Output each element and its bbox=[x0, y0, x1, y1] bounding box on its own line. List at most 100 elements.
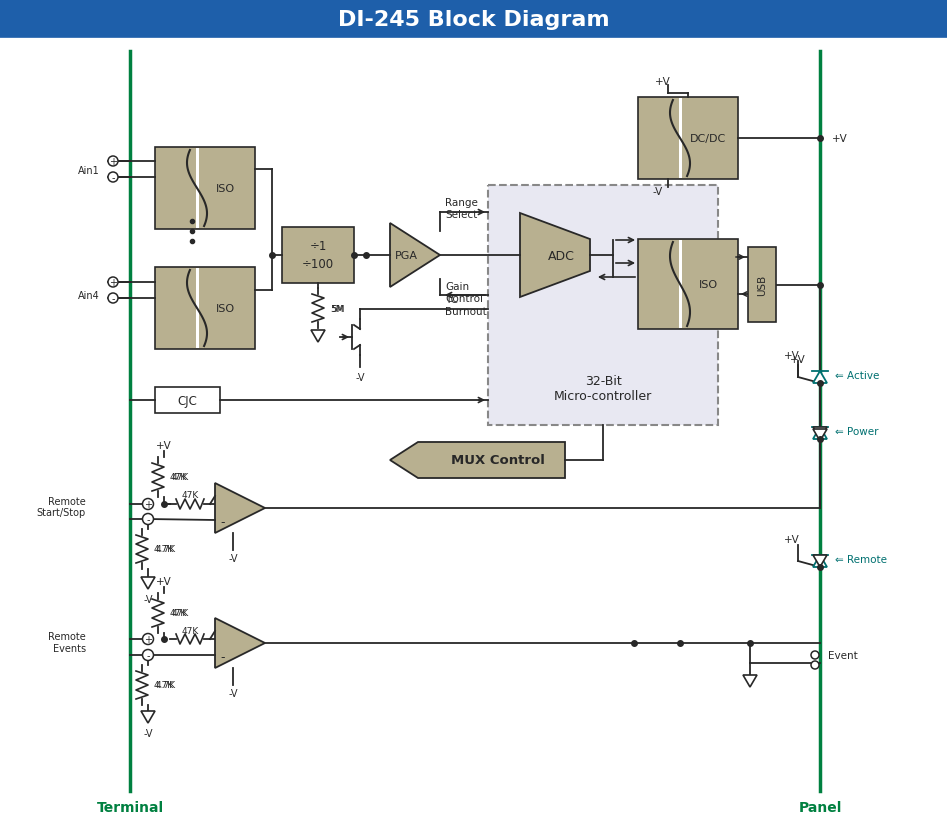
Text: +V: +V bbox=[156, 441, 171, 451]
Text: +V: +V bbox=[784, 350, 800, 360]
Text: -: - bbox=[146, 514, 150, 524]
Text: Ain1: Ain1 bbox=[79, 166, 100, 176]
Text: Ain4: Ain4 bbox=[79, 291, 100, 301]
Circle shape bbox=[811, 661, 819, 669]
Polygon shape bbox=[813, 430, 827, 441]
Text: DC/DC: DC/DC bbox=[689, 134, 726, 144]
Text: TC: TC bbox=[445, 294, 458, 304]
Text: -: - bbox=[221, 516, 225, 529]
Text: Micro-controller: Micro-controller bbox=[554, 389, 652, 402]
Text: -V: -V bbox=[228, 553, 238, 563]
Text: +: + bbox=[109, 157, 117, 167]
Text: 4.7K: 4.7K bbox=[156, 681, 176, 690]
Polygon shape bbox=[743, 675, 757, 687]
Text: ISO: ISO bbox=[215, 184, 235, 194]
Text: ⇐ Power: ⇐ Power bbox=[835, 426, 879, 436]
Text: -V: -V bbox=[228, 688, 238, 698]
FancyBboxPatch shape bbox=[196, 268, 199, 349]
Text: -V: -V bbox=[143, 594, 152, 604]
Circle shape bbox=[108, 157, 118, 167]
Bar bbox=[488, 186, 718, 426]
Polygon shape bbox=[520, 214, 590, 298]
FancyBboxPatch shape bbox=[679, 241, 682, 329]
Text: 47K: 47K bbox=[182, 491, 199, 500]
Text: Select: Select bbox=[445, 210, 477, 220]
Text: DI-245 Block Diagram: DI-245 Block Diagram bbox=[338, 10, 609, 30]
Text: Terminal: Terminal bbox=[97, 800, 164, 814]
Text: 5M: 5M bbox=[330, 304, 344, 314]
Text: -V: -V bbox=[652, 186, 663, 196]
Text: -: - bbox=[221, 650, 225, 664]
Text: USB: USB bbox=[757, 274, 767, 296]
Text: ÷100: ÷100 bbox=[302, 257, 334, 270]
Text: -: - bbox=[111, 173, 115, 183]
Text: ÷1: ÷1 bbox=[310, 239, 327, 252]
Polygon shape bbox=[390, 442, 565, 478]
Text: 47K: 47K bbox=[172, 473, 189, 482]
FancyBboxPatch shape bbox=[155, 148, 255, 230]
Text: +V: +V bbox=[790, 354, 806, 364]
Text: ISO: ISO bbox=[215, 303, 235, 314]
Text: Events: Events bbox=[53, 643, 86, 653]
Circle shape bbox=[108, 278, 118, 288]
Text: 47K: 47K bbox=[170, 609, 188, 618]
Circle shape bbox=[142, 650, 153, 660]
Polygon shape bbox=[311, 330, 325, 343]
Text: ⇐ Active: ⇐ Active bbox=[835, 370, 880, 380]
Text: -V: -V bbox=[355, 373, 365, 383]
Circle shape bbox=[811, 651, 819, 660]
Text: +: + bbox=[144, 499, 152, 509]
Text: 47K: 47K bbox=[172, 609, 189, 618]
Text: 4.7K: 4.7K bbox=[154, 681, 174, 690]
Text: Control: Control bbox=[445, 293, 483, 303]
Text: 4.7K: 4.7K bbox=[154, 545, 174, 553]
Text: -: - bbox=[111, 293, 115, 303]
Circle shape bbox=[142, 634, 153, 645]
Polygon shape bbox=[813, 371, 827, 384]
FancyBboxPatch shape bbox=[679, 99, 682, 179]
Text: ADC: ADC bbox=[547, 249, 575, 263]
FancyBboxPatch shape bbox=[638, 240, 738, 329]
Text: Remote: Remote bbox=[48, 631, 86, 641]
Circle shape bbox=[108, 293, 118, 303]
FancyBboxPatch shape bbox=[282, 227, 354, 283]
Text: -: - bbox=[146, 650, 150, 660]
Text: +: + bbox=[109, 278, 117, 288]
Text: -V: -V bbox=[143, 728, 152, 738]
Polygon shape bbox=[215, 483, 265, 533]
Polygon shape bbox=[390, 224, 440, 288]
FancyBboxPatch shape bbox=[155, 388, 220, 414]
Text: +V: +V bbox=[655, 77, 670, 87]
Circle shape bbox=[142, 514, 153, 525]
Text: Event: Event bbox=[828, 650, 858, 660]
Text: +V: +V bbox=[832, 134, 848, 144]
Text: Gain: Gain bbox=[445, 282, 469, 292]
Circle shape bbox=[108, 173, 118, 183]
FancyBboxPatch shape bbox=[0, 0, 947, 38]
Text: 47K: 47K bbox=[182, 627, 199, 635]
FancyBboxPatch shape bbox=[748, 247, 776, 323]
Polygon shape bbox=[141, 711, 155, 723]
Text: 5M: 5M bbox=[331, 304, 345, 314]
Circle shape bbox=[142, 499, 153, 510]
Text: Panel: Panel bbox=[798, 800, 842, 814]
Text: +V: +V bbox=[784, 534, 800, 544]
Text: ⇐ Remote: ⇐ Remote bbox=[835, 554, 887, 564]
FancyBboxPatch shape bbox=[638, 98, 738, 180]
Polygon shape bbox=[141, 578, 155, 589]
FancyBboxPatch shape bbox=[196, 149, 199, 229]
Text: 32-Bit: 32-Bit bbox=[584, 374, 621, 387]
Text: Burnout: Burnout bbox=[445, 307, 487, 317]
Polygon shape bbox=[813, 427, 827, 440]
Polygon shape bbox=[215, 619, 265, 668]
FancyBboxPatch shape bbox=[488, 186, 718, 426]
Text: +V: +V bbox=[156, 576, 171, 586]
Text: Range: Range bbox=[445, 198, 478, 208]
Polygon shape bbox=[813, 555, 827, 568]
Text: Remote: Remote bbox=[48, 497, 86, 507]
Text: Start/Stop: Start/Stop bbox=[37, 507, 86, 517]
Text: PGA: PGA bbox=[395, 251, 418, 261]
Text: MUX Control: MUX Control bbox=[451, 454, 545, 467]
Text: 47K: 47K bbox=[170, 473, 188, 482]
Text: 4.7K: 4.7K bbox=[156, 545, 176, 553]
